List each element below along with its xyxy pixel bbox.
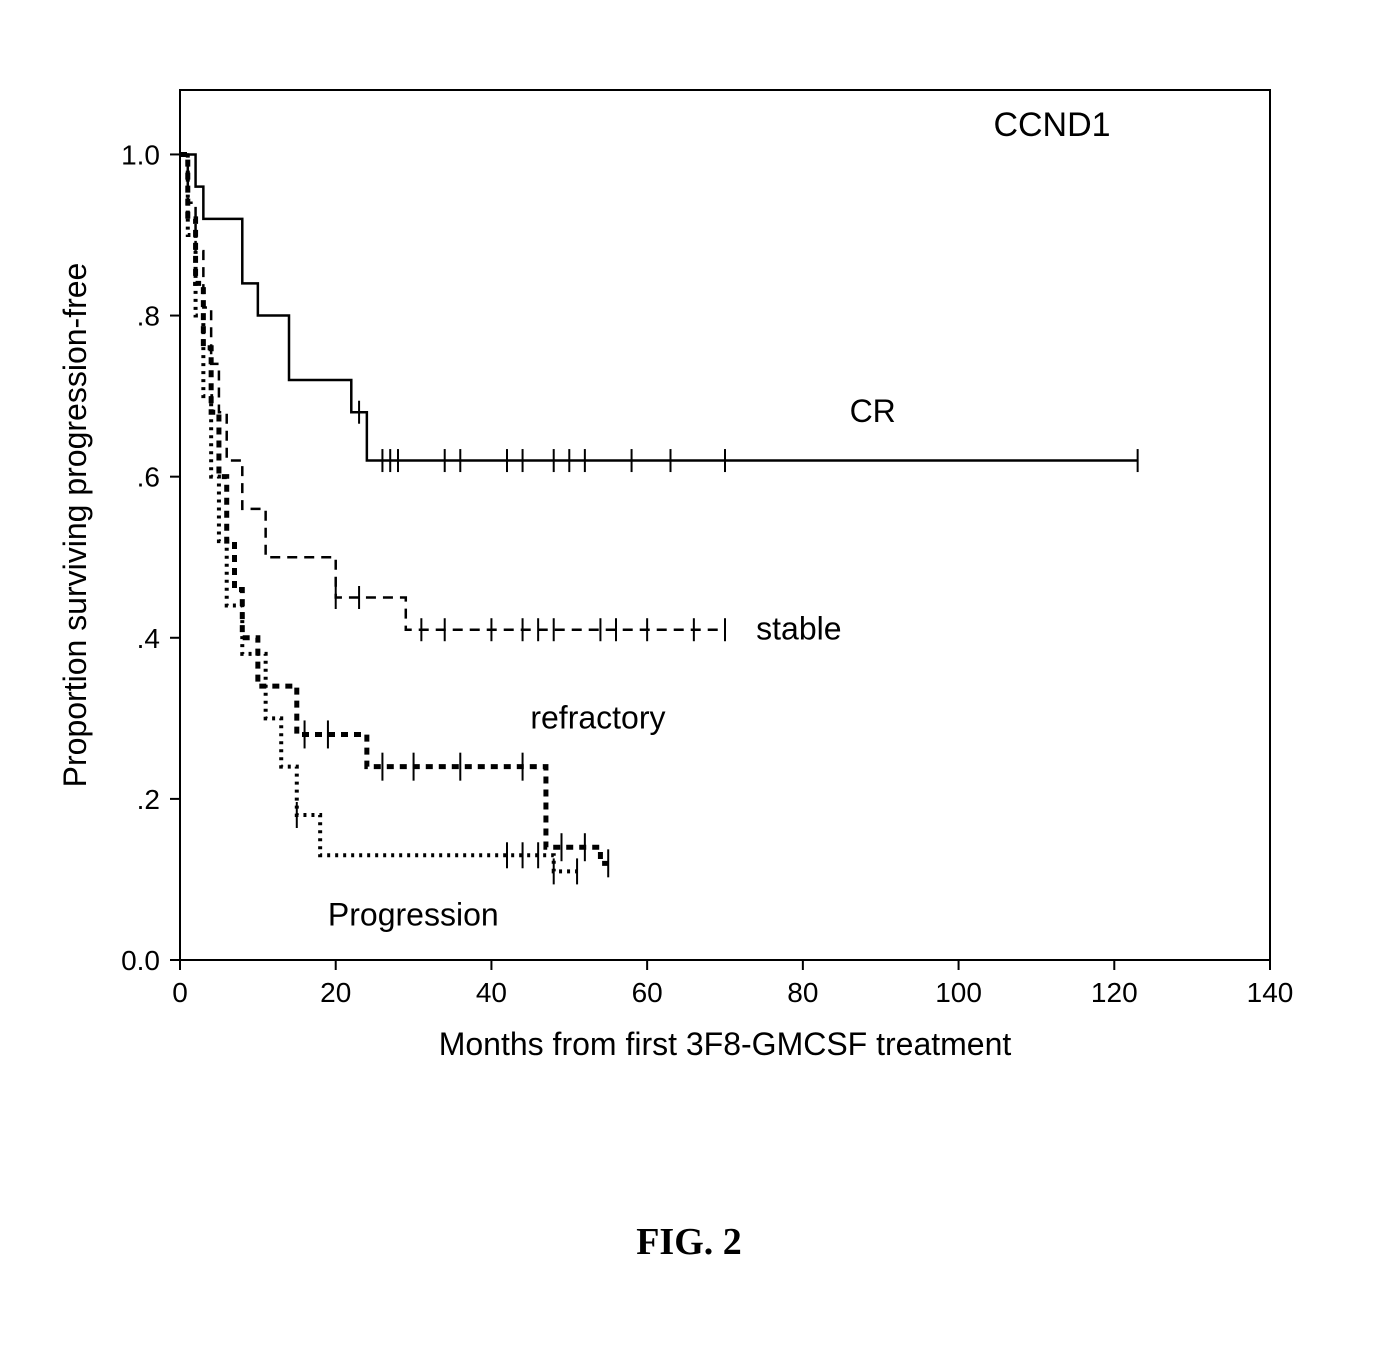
x-tick-label: 80 [787,977,818,1008]
y-tick-label: 1.0 [121,139,160,170]
x-tick-label: 120 [1091,977,1138,1008]
km-chart: 0 20 40 60 80 100 120 140 0.0 .2 .4 .6 .8 1.0 Months f… [60,70,1320,1130]
page: 0 20 40 60 80 100 120 140 0.0 .2 .4 .6 .8 1.0 Months f… [0,0,1378,1361]
y-axis-label: Proportion surviving progression-free [60,263,93,788]
x-tick-label: 140 [1247,977,1294,1008]
y-tick-label: .2 [137,784,160,815]
x-tick-label: 20 [320,977,351,1008]
x-tick-label: 40 [476,977,507,1008]
chart-title: CCND1 [993,106,1110,144]
series-stable [180,154,725,629]
series-label-progression: Progression [328,897,499,933]
chart-svg: 0 20 40 60 80 100 120 140 0.0 .2 .4 .6 .8 1.0 Months f… [60,70,1320,1130]
x-tick-label: 100 [935,977,982,1008]
series-progression [180,154,577,871]
series-label-refractory: refractory [530,699,665,735]
plot-border [180,90,1270,960]
series-cr [180,154,1138,460]
y-tick-label: .8 [137,301,160,332]
series-label-stable: stable [756,611,841,647]
x-tick-label: 0 [172,977,188,1008]
y-tick-label: 0.0 [121,945,160,976]
x-axis-label: Months from first 3F8-GMCSF treatment [439,1026,1012,1062]
figure-caption: FIG. 2 [0,1220,1378,1264]
y-tick-label: .4 [137,623,160,654]
x-tick-label: 60 [632,977,663,1008]
y-tick-label: .6 [137,462,160,493]
series-refractory [180,154,608,863]
series-label-cr: CR [850,393,896,429]
